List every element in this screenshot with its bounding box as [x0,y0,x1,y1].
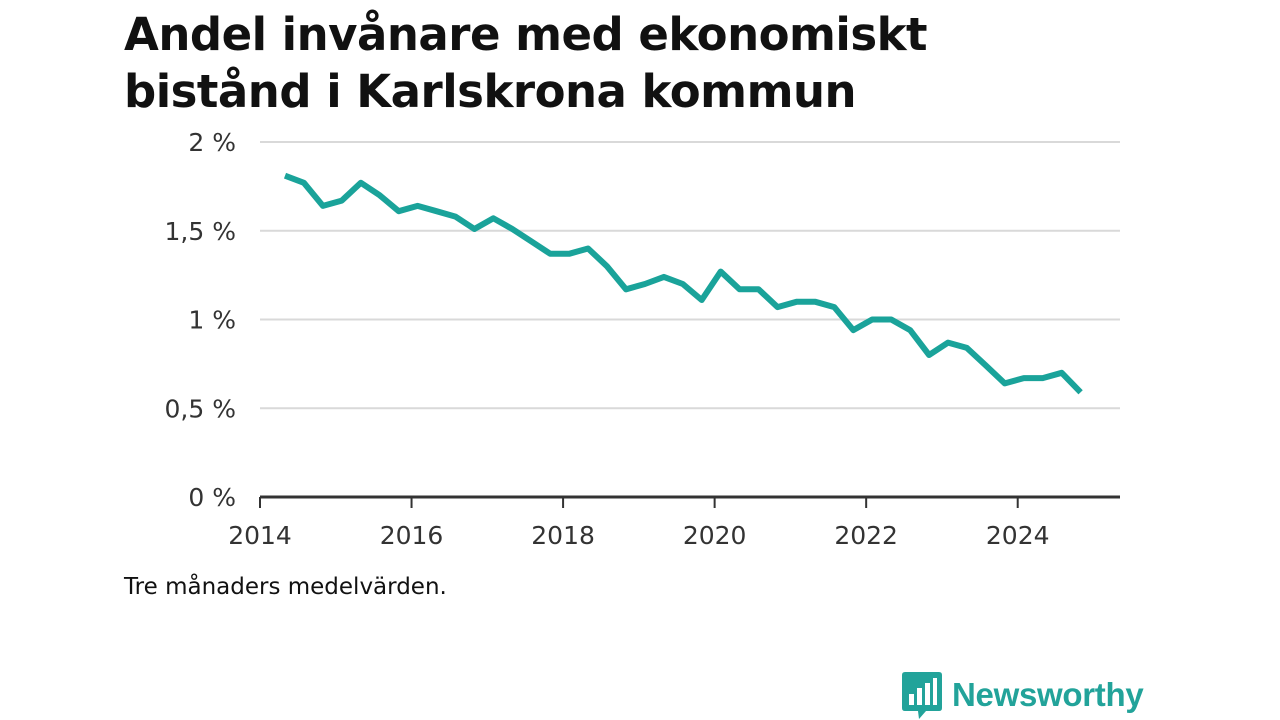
chart-title-line-1: Andel invånare med ekonomiskt [124,8,928,61]
y-tick-label: 1,5 % [165,217,236,246]
y-tick-label: 1 % [188,306,236,335]
chart-title-line-2: bistånd i Karlskrona kommun [124,65,857,118]
x-tick-label: 2016 [380,521,444,550]
chart-note: Tre månaders medelvärden. [124,574,447,600]
series-line [283,172,1083,395]
newsworthy-bar-chart-icon [902,672,942,719]
x-tick-label: 2020 [683,521,747,550]
x-tick-label: 2018 [531,521,595,550]
logo-text: Newsworthy [952,676,1144,713]
chart-title: Andel invånare med ekonomiskt bistånd i … [124,6,1124,120]
y-tick-label: 2 % [188,128,236,157]
line-chart: 0 % 0,5 % 1 % 1,5 % 2 % 2014 2016 2018 2020 2022 2… [165,128,1120,550]
x-tick-label: 2022 [834,521,898,550]
y-tick-label: 0,5 % [165,394,236,423]
x-tick-label: 2014 [228,521,292,550]
y-tick-label: 0 % [188,483,236,512]
newsworthy-logo: Newsworthy [902,670,1144,720]
x-tick-label: 2024 [986,521,1050,550]
